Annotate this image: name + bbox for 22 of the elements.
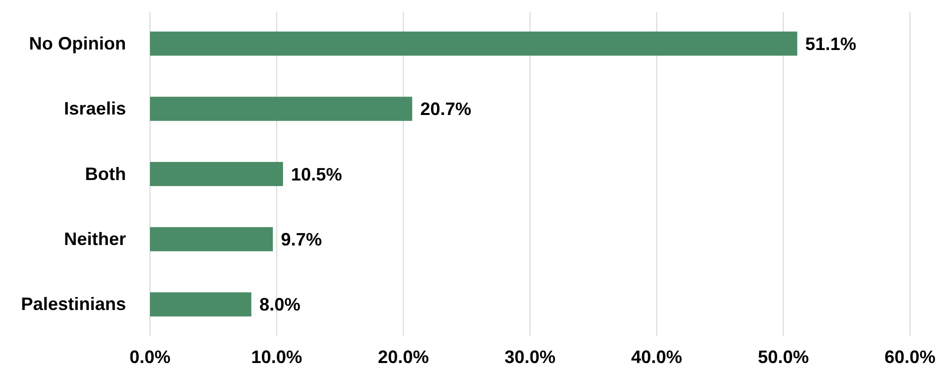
data-label: 20.7% — [420, 99, 472, 120]
y-tick-label: Israelis — [64, 98, 126, 119]
y-tick-label: Both — [85, 164, 126, 184]
bar — [150, 162, 283, 186]
x-tick-label: 0.0% — [129, 346, 171, 367]
y-tick-label: No Opinion — [29, 33, 126, 54]
bar — [150, 292, 252, 316]
x-tick-label: 60.0% — [884, 346, 936, 367]
bar — [150, 96, 412, 121]
x-tick-label: 40.0% — [631, 346, 682, 367]
bar — [150, 32, 798, 56]
x-tick-label: 10.0% — [251, 346, 302, 367]
x-tick-label: 50.0% — [758, 346, 809, 367]
x-tick-label: 30.0% — [504, 346, 556, 367]
y-tick-label: Palestinians — [20, 294, 126, 314]
y-tick-label: Neither — [64, 228, 126, 249]
data-label: 8.0% — [259, 294, 300, 315]
data-label: 9.7% — [280, 229, 322, 250]
data-label: 51.1% — [805, 34, 856, 54]
x-tick-label: 20.0% — [378, 346, 429, 367]
bar — [150, 227, 273, 252]
data-label: 10.5% — [291, 164, 342, 184]
